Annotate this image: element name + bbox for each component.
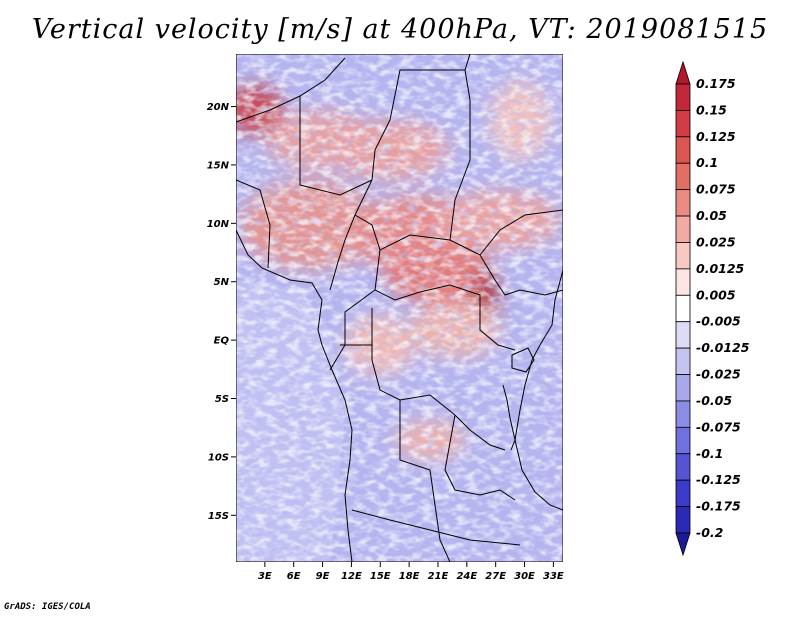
colorbar-swatch [675,374,691,402]
colorbar-swatch [675,189,691,217]
lat-tick-label: 20N [207,102,230,113]
colorbar: 0.175 0.15 0.125 0.1 0.075 0.05 0.025 0.0125 0.0… [675,60,750,557]
colorbar-label: 0.125 [696,129,736,144]
lon-tick-label: 33E [543,571,564,582]
country-borders [236,54,563,562]
lat-tick-label: EQ [214,336,230,347]
colorbar-label: 0.025 [696,234,736,249]
lon-tick-label: 12E [341,571,362,582]
lon-tick-label: 9E [316,571,330,582]
map-title: Vertical velocity [m/s] at 400hPa, VT: 2… [31,14,769,45]
colorbar-swatch [675,136,691,164]
colorbar-label: 0.15 [696,102,727,117]
lon-tick-label: 30E [514,571,535,582]
lat-tick-label: 10N [207,219,230,230]
coastlines-and-borders [236,54,563,562]
latitude-axis: 20N 15N 10N 5N EQ 5S 10S 15S [207,102,236,522]
colorbar-swatch [675,321,691,349]
colorbar-label: -0.2 [696,525,723,540]
colorbar-label: 0.05 [696,208,727,223]
lat-tick-label: 5S [215,394,229,405]
colorbar-label: 0.075 [696,182,736,197]
colorbar-label: -0.125 [696,472,741,487]
colorbar-label: -0.075 [696,419,741,434]
longitude-axis: 3E 6E 9E 12E 15E 18E 21E 24E 27E 30E 33E [258,562,564,582]
lon-tick-label: 18E [399,571,420,582]
colorbar-swatch [675,426,691,455]
colorbar-label: 0.175 [696,76,736,91]
colorbar-label: -0.005 [696,314,741,329]
lake-tanganyika [502,384,516,451]
colorbar-swatch [675,347,691,375]
map-area [236,54,563,562]
lon-tick-label: 3E [258,571,272,582]
colorbar-swatch [675,215,691,243]
colorbar-label: -0.0125 [696,340,750,355]
colorbar-swatch [675,242,691,270]
lat-tick-label: 15N [207,160,230,171]
colorbar-label: -0.05 [696,393,732,408]
grads-credit: GrADS: IGES/COLA [4,602,91,612]
speckle-dark [236,54,563,562]
lon-tick-label: 15E [370,571,391,582]
colorbar-max-triangle [675,60,691,85]
colorbar-label: 0.0125 [696,261,745,276]
lon-tick-label: 27E [485,571,506,582]
lat-tick-label: 10S [208,452,229,463]
colorbar-label: 0.1 [696,155,718,170]
colorbar-swatch [675,506,691,534]
colorbar-swatch [675,83,691,111]
colorbar-label: -0.025 [696,367,741,382]
colorbar-swatch [675,294,691,323]
colorbar-swatch [675,479,691,507]
colorbar-swatch [675,162,691,191]
colorbar-swatch [675,268,691,296]
west-africa-coast [236,229,353,562]
lat-tick-label: 15S [208,511,229,522]
lat-tick-label: 5N [214,277,230,288]
lake-victoria [511,347,535,373]
lon-tick-label: 6E [287,571,301,582]
lon-tick-label: 21E [428,571,449,582]
lon-tick-label: 24E [456,571,477,582]
colorbar-min-triangle [675,532,691,557]
colorbar-label: -0.1 [696,446,723,461]
colorbar-label: -0.175 [696,499,741,514]
east-africa-coast [514,269,563,511]
colorbar-label: 0.005 [696,287,736,302]
colorbar-swatch [675,110,691,138]
colorbar-swatch [675,453,691,481]
colorbar-swatch [675,400,691,428]
